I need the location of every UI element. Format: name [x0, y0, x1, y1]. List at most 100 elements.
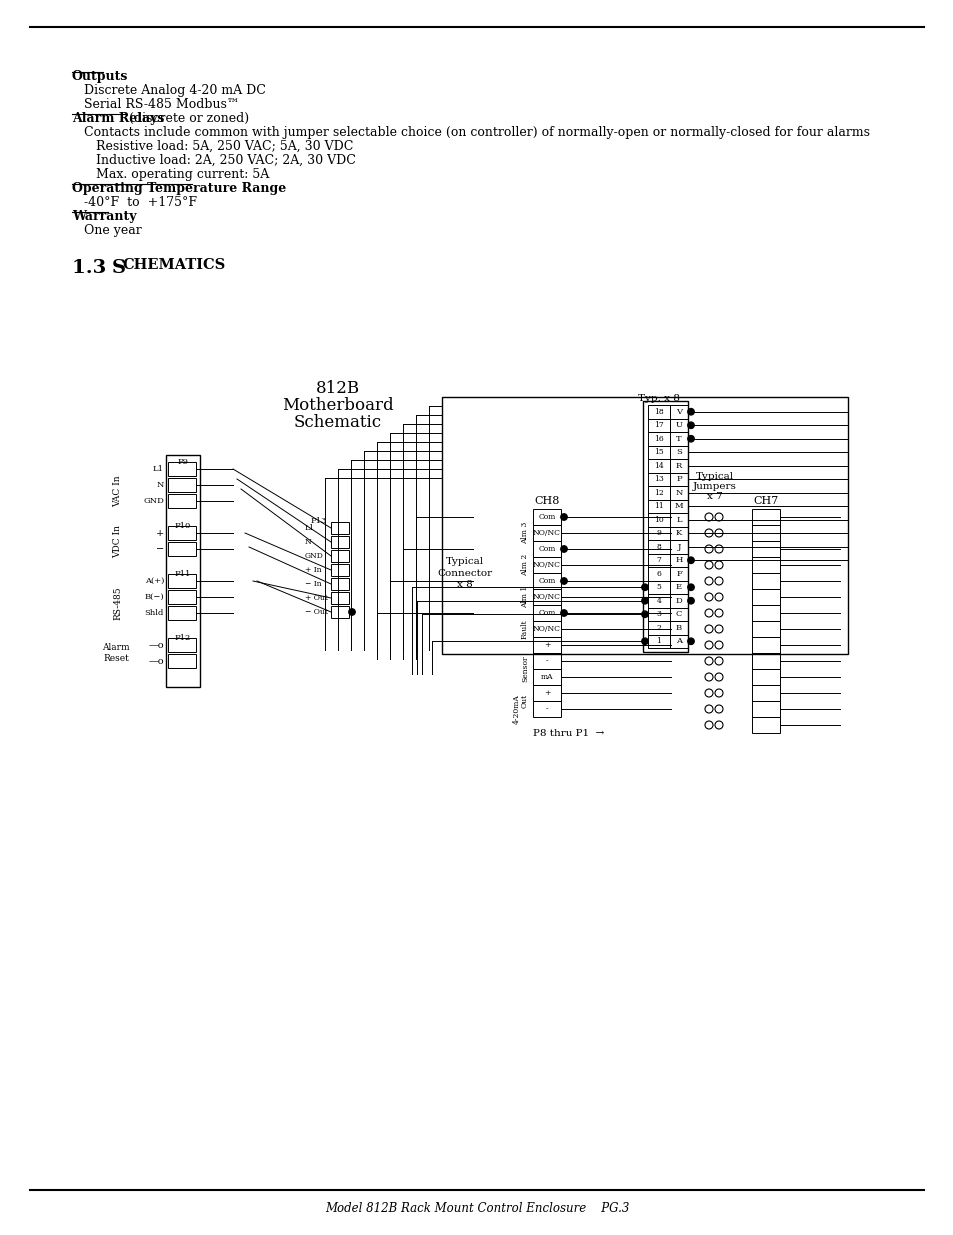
Bar — [669, 553, 687, 567]
Text: L: L — [676, 516, 681, 524]
Text: VAC In: VAC In — [113, 475, 122, 506]
Text: − In: − In — [305, 580, 321, 588]
Bar — [533, 669, 560, 685]
Text: Contacts include common with jumper selectable choice (on controller) of normall: Contacts include common with jumper sele… — [71, 126, 869, 140]
Bar — [647, 513, 669, 526]
Text: NO/NC: NO/NC — [533, 529, 560, 537]
Bar — [533, 589, 560, 605]
Circle shape — [349, 609, 355, 615]
Bar — [751, 685, 780, 701]
Text: RS-485: RS-485 — [113, 587, 122, 620]
Text: − Out: − Out — [305, 608, 328, 616]
Circle shape — [687, 422, 694, 429]
Text: Max. operating current: 5A: Max. operating current: 5A — [71, 168, 269, 182]
Text: Com: Com — [537, 609, 555, 618]
Text: Alm 1: Alm 1 — [520, 585, 529, 608]
Text: + Out: + Out — [305, 594, 328, 601]
Text: 4: 4 — [656, 597, 660, 605]
Text: 10: 10 — [654, 516, 663, 524]
Circle shape — [687, 409, 694, 415]
Circle shape — [641, 598, 647, 604]
Text: P10: P10 — [174, 522, 191, 530]
Bar — [533, 653, 560, 669]
Bar — [751, 701, 780, 718]
Text: L1: L1 — [305, 524, 314, 532]
Bar — [168, 606, 195, 620]
Bar — [751, 653, 780, 669]
Text: K: K — [675, 530, 681, 537]
Bar — [669, 473, 687, 487]
Text: CH7: CH7 — [753, 496, 778, 506]
Text: NO/NC: NO/NC — [533, 593, 560, 601]
Text: −: − — [155, 545, 164, 553]
Text: P: P — [676, 475, 681, 483]
Bar — [751, 669, 780, 685]
Circle shape — [687, 557, 694, 563]
Text: M: M — [674, 503, 682, 510]
Text: A(+): A(+) — [145, 577, 164, 585]
Bar — [669, 432, 687, 446]
Text: P8 thru P1  →: P8 thru P1 → — [533, 729, 604, 739]
Bar — [669, 608, 687, 621]
Text: Alm 3: Alm 3 — [520, 522, 529, 545]
Bar — [647, 540, 669, 553]
Circle shape — [641, 638, 647, 645]
Bar — [647, 405, 669, 419]
Text: Typical
Connector
x 8: Typical Connector x 8 — [437, 557, 492, 589]
Text: +: + — [155, 529, 164, 537]
Bar — [331, 578, 349, 590]
Bar — [647, 459, 669, 473]
Bar — [647, 487, 669, 499]
Text: +: + — [543, 641, 550, 650]
Text: CH8: CH8 — [534, 496, 559, 506]
Circle shape — [560, 546, 567, 552]
Text: H: H — [675, 556, 682, 564]
Text: 12: 12 — [654, 489, 663, 496]
Bar — [751, 557, 780, 573]
Text: P9: P9 — [177, 458, 189, 466]
Bar — [669, 487, 687, 499]
Text: Typical: Typical — [695, 472, 733, 480]
Text: P11: P11 — [174, 571, 191, 578]
Bar — [168, 478, 195, 492]
Text: Sensor: Sensor — [520, 656, 529, 682]
Text: B(−): B(−) — [144, 593, 164, 601]
Bar — [647, 635, 669, 648]
Text: C: C — [675, 610, 681, 619]
Bar — [331, 550, 349, 562]
Text: 9: 9 — [656, 530, 660, 537]
Text: N: N — [305, 538, 312, 546]
Text: Jumpers: Jumpers — [692, 482, 736, 492]
Text: E: E — [676, 583, 681, 592]
Circle shape — [687, 584, 694, 590]
Text: Schematic: Schematic — [294, 414, 381, 431]
Text: GND: GND — [305, 552, 323, 559]
Circle shape — [641, 584, 647, 590]
Text: 1: 1 — [656, 637, 660, 645]
Circle shape — [687, 436, 694, 442]
Text: N: N — [675, 489, 682, 496]
Text: + In: + In — [305, 566, 321, 574]
Bar — [647, 446, 669, 459]
Text: N: N — [156, 480, 164, 489]
Text: Motherboard: Motherboard — [282, 396, 394, 414]
Bar — [168, 590, 195, 604]
Bar — [168, 542, 195, 556]
Bar — [669, 499, 687, 513]
Text: S: S — [112, 259, 126, 277]
Text: 4-20mA
Out: 4-20mA Out — [512, 694, 529, 724]
Bar — [647, 608, 669, 621]
Bar — [751, 509, 780, 525]
Text: CHEMATICS: CHEMATICS — [122, 258, 225, 272]
Bar — [669, 621, 687, 635]
Bar — [647, 526, 669, 540]
Circle shape — [560, 514, 567, 520]
Text: D: D — [675, 597, 681, 605]
Text: P12: P12 — [174, 634, 191, 642]
Bar — [168, 655, 195, 668]
Text: 8: 8 — [656, 542, 660, 551]
Text: 2: 2 — [656, 624, 660, 632]
Text: x 7: x 7 — [706, 492, 722, 501]
Bar — [751, 541, 780, 557]
Bar — [669, 405, 687, 419]
